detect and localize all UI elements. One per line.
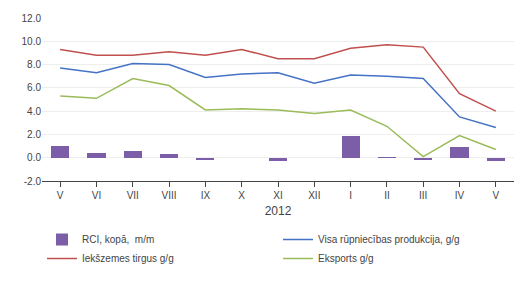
svg-text:X: X bbox=[238, 190, 245, 201]
svg-text:8.0: 8.0 bbox=[27, 59, 41, 70]
svg-text:V: V bbox=[493, 190, 500, 201]
svg-text:VII: VII bbox=[127, 190, 139, 201]
svg-text:2012: 2012 bbox=[265, 204, 292, 218]
svg-text:I: I bbox=[349, 190, 352, 201]
svg-text:4.0: 4.0 bbox=[27, 106, 41, 117]
svg-text:6.0: 6.0 bbox=[27, 82, 41, 93]
svg-text:Visa rūpniecības produkcija, g: Visa rūpniecības produkcija, g/g bbox=[318, 234, 460, 245]
svg-text:12.0: 12.0 bbox=[22, 13, 42, 24]
svg-text:IX: IX bbox=[201, 190, 211, 201]
svg-text:V: V bbox=[57, 190, 64, 201]
svg-text:XII: XII bbox=[308, 190, 320, 201]
svg-text:10.0: 10.0 bbox=[22, 36, 42, 47]
svg-text:RCI, kopā, m/m: RCI, kopā, m/m bbox=[82, 234, 154, 245]
svg-text:-2.0: -2.0 bbox=[24, 176, 42, 187]
svg-text:VI: VI bbox=[92, 190, 101, 201]
svg-text:Eksports g/g: Eksports g/g bbox=[318, 253, 374, 264]
svg-text:XI: XI bbox=[273, 190, 282, 201]
svg-text:Iekšzemes tirgus g/g: Iekšzemes tirgus g/g bbox=[82, 253, 174, 264]
svg-text:IV: IV bbox=[455, 190, 465, 201]
svg-text:VIII: VIII bbox=[162, 190, 177, 201]
svg-text:III: III bbox=[419, 190, 427, 201]
svg-text:2.0: 2.0 bbox=[27, 129, 41, 140]
svg-text:0.0: 0.0 bbox=[27, 152, 41, 163]
svg-text:II: II bbox=[384, 190, 390, 201]
